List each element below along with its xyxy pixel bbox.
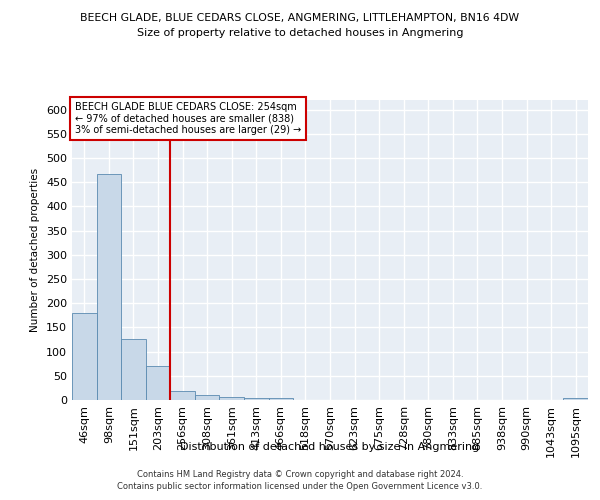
Text: Distribution of detached houses by size in Angmering: Distribution of detached houses by size … (181, 442, 479, 452)
Text: BEECH GLADE BLUE CEDARS CLOSE: 254sqm
← 97% of detached houses are smaller (838): BEECH GLADE BLUE CEDARS CLOSE: 254sqm ← … (74, 102, 301, 134)
Text: Size of property relative to detached houses in Angmering: Size of property relative to detached ho… (137, 28, 463, 38)
Text: Contains HM Land Registry data © Crown copyright and database right 2024.: Contains HM Land Registry data © Crown c… (137, 470, 463, 479)
Bar (269, 398, 293, 400)
Bar (146, 366, 170, 400)
Bar (97, 174, 121, 400)
Bar (220, 396, 244, 400)
Bar (72, 313, 97, 400)
Bar (170, 392, 195, 400)
Bar (244, 398, 269, 400)
Text: Contains public sector information licensed under the Open Government Licence v3: Contains public sector information licen… (118, 482, 482, 491)
Bar (195, 395, 220, 400)
Bar (121, 339, 146, 400)
Bar (563, 398, 588, 400)
Y-axis label: Number of detached properties: Number of detached properties (31, 168, 40, 332)
Text: BEECH GLADE, BLUE CEDARS CLOSE, ANGMERING, LITTLEHAMPTON, BN16 4DW: BEECH GLADE, BLUE CEDARS CLOSE, ANGMERIN… (80, 12, 520, 22)
